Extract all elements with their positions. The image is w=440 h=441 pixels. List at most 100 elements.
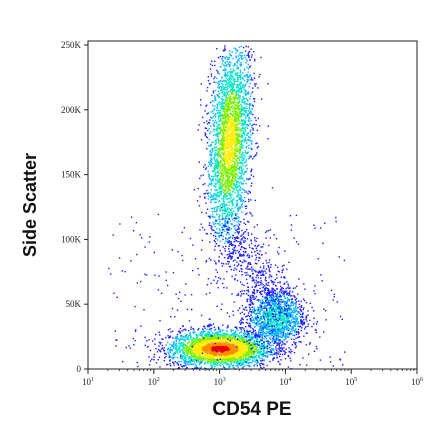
event-dot <box>238 91 240 93</box>
event-dot <box>209 162 211 164</box>
event-dot <box>219 55 222 58</box>
event-dot <box>230 157 232 159</box>
event-dot <box>211 343 214 345</box>
event-dot <box>214 366 216 368</box>
event-dot <box>221 347 223 349</box>
event-dot <box>228 348 230 351</box>
event-dot <box>256 338 258 340</box>
event-dot <box>222 83 224 85</box>
event-dot <box>235 158 237 161</box>
event-dot <box>240 55 242 57</box>
event-dot <box>241 140 243 143</box>
event-dot <box>201 349 203 351</box>
event-dot <box>221 95 224 98</box>
event-dot <box>242 113 244 115</box>
event-dot <box>196 342 198 345</box>
event-dot <box>260 56 262 59</box>
event-dot <box>224 250 226 252</box>
event-dot <box>195 365 197 368</box>
event-dot <box>231 357 234 359</box>
event-dot <box>217 84 220 86</box>
event-dot <box>216 172 218 174</box>
event-dot <box>229 98 231 101</box>
event-dot <box>195 349 197 351</box>
event-dot <box>227 240 229 243</box>
event-dot <box>209 159 212 162</box>
event-dot <box>203 349 205 352</box>
event-dot <box>171 344 173 346</box>
event-dot <box>263 337 265 340</box>
event-dot <box>197 129 199 131</box>
event-dot <box>218 162 220 164</box>
event-dot <box>159 366 161 368</box>
event-dot <box>182 343 184 346</box>
event-dot <box>237 156 239 159</box>
event-dot <box>225 135 228 138</box>
event-dot <box>177 330 180 333</box>
event-dot <box>211 341 214 343</box>
event-dot <box>228 147 230 150</box>
event-dot <box>192 349 194 351</box>
event-dot <box>232 332 234 334</box>
event-dot <box>217 223 219 225</box>
event-dot <box>211 60 213 62</box>
event-dot <box>198 348 200 350</box>
event-dot <box>231 98 233 100</box>
event-dot <box>210 353 212 355</box>
event-dot <box>223 357 225 359</box>
event-dot <box>235 352 237 354</box>
event-dot <box>260 353 262 356</box>
event-dot <box>198 339 200 341</box>
event-dot <box>219 335 222 338</box>
event-dot <box>253 342 256 345</box>
event-dot <box>260 340 262 342</box>
event-dot <box>225 96 227 98</box>
event-dot <box>182 352 184 355</box>
event-dot <box>209 323 211 325</box>
event-dot <box>235 87 238 89</box>
event-dot <box>230 145 233 147</box>
event-dot <box>226 112 228 115</box>
event-dot <box>212 150 214 152</box>
event-dot <box>203 352 205 355</box>
event-dot <box>223 352 226 354</box>
event-dot <box>279 339 281 341</box>
event-dot <box>241 86 243 89</box>
event-dot <box>243 332 245 334</box>
event-dot <box>241 342 243 345</box>
event-dot <box>262 344 264 346</box>
event-dot <box>208 342 211 345</box>
event-dot <box>222 176 224 178</box>
event-dot <box>235 141 237 143</box>
event-dot <box>238 224 241 226</box>
event-dot <box>284 353 286 355</box>
event-dot <box>225 352 227 354</box>
event-dot <box>204 110 206 112</box>
event-dot <box>201 341 203 343</box>
event-dot <box>230 170 232 172</box>
event-dot <box>244 360 246 362</box>
event-dot <box>223 80 225 82</box>
event-dot <box>237 141 240 143</box>
event-dot <box>196 200 199 202</box>
event-dot <box>170 315 172 318</box>
event-dot <box>206 328 208 331</box>
event-dot <box>174 345 176 347</box>
event-dot <box>223 342 226 344</box>
event-dot <box>262 363 264 365</box>
event-dot <box>206 148 208 150</box>
event-dot <box>238 89 240 91</box>
event-dot <box>201 335 203 338</box>
event-dot <box>151 358 153 360</box>
event-dot <box>227 165 229 167</box>
event-dot <box>218 153 220 155</box>
event-dot <box>231 88 234 91</box>
event-dot <box>201 226 204 229</box>
event-dot <box>172 341 174 343</box>
event-dot <box>236 205 238 207</box>
event-dot <box>203 355 206 357</box>
event-dot <box>223 155 225 157</box>
event-dot <box>214 241 216 243</box>
event-dot <box>190 335 192 337</box>
